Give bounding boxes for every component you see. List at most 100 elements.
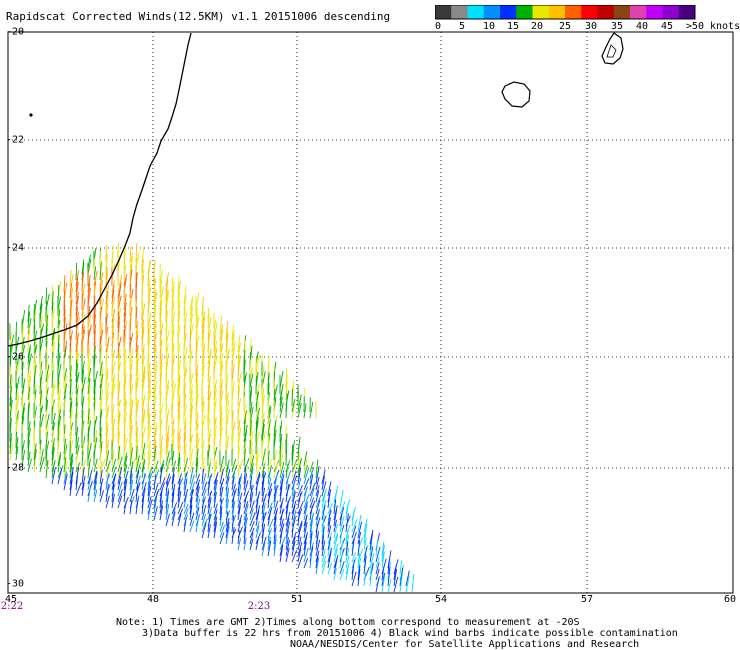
wind-barb bbox=[291, 489, 296, 503]
wind-barb bbox=[273, 379, 276, 395]
wind-barb bbox=[207, 492, 212, 509]
wind-barb bbox=[171, 343, 175, 359]
wind-barb bbox=[213, 521, 218, 539]
wind-barb bbox=[369, 529, 374, 545]
wind-barb bbox=[213, 417, 216, 437]
wind-barb bbox=[75, 306, 79, 323]
wind-barb bbox=[39, 365, 42, 383]
wind-barb bbox=[117, 435, 120, 455]
wind-barb bbox=[405, 570, 410, 587]
wind-barb bbox=[141, 460, 146, 479]
wind-barb bbox=[117, 476, 122, 491]
wind-barb bbox=[273, 474, 278, 491]
wind-barb bbox=[267, 490, 271, 509]
wind-barb bbox=[387, 566, 391, 587]
wind-barb bbox=[141, 388, 144, 407]
wind-barb bbox=[159, 280, 163, 299]
wind-barb bbox=[303, 534, 308, 551]
wind-barb bbox=[87, 254, 91, 269]
wind-barb bbox=[387, 559, 390, 575]
wind-barb bbox=[165, 463, 170, 479]
wind-barb bbox=[249, 484, 253, 503]
colorbar-swatch bbox=[597, 5, 615, 19]
wind-barb bbox=[321, 469, 326, 485]
wind-barb bbox=[87, 314, 92, 329]
wind-barb bbox=[135, 449, 139, 467]
wind-barb bbox=[99, 367, 104, 383]
wind-barb bbox=[291, 541, 296, 557]
wind-barb bbox=[267, 510, 272, 527]
wind-barb bbox=[57, 296, 62, 311]
wind-barb bbox=[207, 428, 212, 443]
wind-barb bbox=[351, 565, 355, 581]
wind-barb bbox=[93, 330, 96, 347]
wind-barb bbox=[135, 470, 140, 485]
wind-barb bbox=[219, 499, 223, 515]
wind-barb bbox=[273, 450, 277, 467]
wind-barb bbox=[165, 488, 170, 503]
wind-barb bbox=[291, 504, 296, 521]
wind-barb bbox=[249, 476, 253, 491]
wind-barb bbox=[75, 462, 81, 473]
wind-barb bbox=[285, 530, 289, 545]
wind-barb bbox=[195, 433, 199, 449]
wind-barb bbox=[21, 393, 24, 413]
wind-barb bbox=[141, 409, 146, 425]
wind-barb bbox=[237, 365, 240, 383]
wind-barb bbox=[99, 447, 102, 467]
wind-barb bbox=[75, 297, 78, 317]
wind-barb bbox=[183, 346, 188, 365]
wind-barb bbox=[201, 522, 207, 539]
wind-barb bbox=[267, 467, 272, 485]
wind-barb bbox=[171, 332, 174, 353]
wind-barb bbox=[15, 383, 18, 401]
wind-barb bbox=[189, 489, 193, 509]
wind-barb bbox=[141, 358, 145, 377]
wind-barb bbox=[69, 452, 73, 467]
wind-barb bbox=[51, 329, 56, 347]
wind-barb bbox=[135, 433, 139, 449]
wind-barb bbox=[303, 541, 307, 557]
wind-barb bbox=[249, 420, 252, 437]
wind-barb bbox=[99, 417, 101, 437]
wind-barb bbox=[135, 455, 140, 473]
wind-barb bbox=[189, 404, 193, 419]
wind-barb bbox=[219, 403, 222, 419]
wind-barb bbox=[183, 503, 189, 515]
wind-barb bbox=[123, 477, 127, 491]
wind-barb bbox=[93, 266, 97, 281]
wind-barb bbox=[111, 280, 116, 293]
wind-barb bbox=[363, 518, 368, 533]
wind-barb bbox=[51, 467, 56, 485]
wind-barb bbox=[333, 509, 338, 527]
footnote-line-1: Note: 1) Times are GMT 2)Times along bot… bbox=[116, 617, 580, 628]
wind-barb bbox=[153, 466, 159, 479]
wind-barb bbox=[183, 457, 189, 473]
wind-barb bbox=[327, 491, 331, 509]
wind-barb bbox=[207, 418, 211, 437]
wind-barb bbox=[75, 342, 79, 359]
wind-barb bbox=[315, 557, 320, 575]
colorbar-swatch bbox=[435, 5, 452, 19]
wind-barb bbox=[351, 537, 355, 557]
wind-barb bbox=[177, 292, 181, 311]
wind-barb bbox=[369, 552, 375, 569]
wind-barb bbox=[201, 296, 204, 317]
wind-barb bbox=[69, 359, 72, 377]
wind-barb bbox=[105, 473, 109, 491]
wind-barb bbox=[309, 532, 313, 551]
wind-barb bbox=[237, 519, 242, 533]
wind-barb bbox=[285, 537, 289, 551]
wind-barb bbox=[69, 479, 73, 497]
wind-barb bbox=[207, 343, 210, 359]
wind-barb bbox=[201, 518, 208, 533]
wind-barb bbox=[69, 472, 74, 491]
wind-barb bbox=[243, 513, 248, 527]
wind-barb bbox=[309, 461, 314, 473]
wind-barb bbox=[183, 436, 187, 455]
wind-barb bbox=[93, 489, 98, 503]
wind-barb bbox=[135, 345, 139, 359]
wind-barb bbox=[291, 448, 294, 467]
wind-barb bbox=[153, 482, 159, 497]
wind-barb bbox=[297, 501, 304, 515]
